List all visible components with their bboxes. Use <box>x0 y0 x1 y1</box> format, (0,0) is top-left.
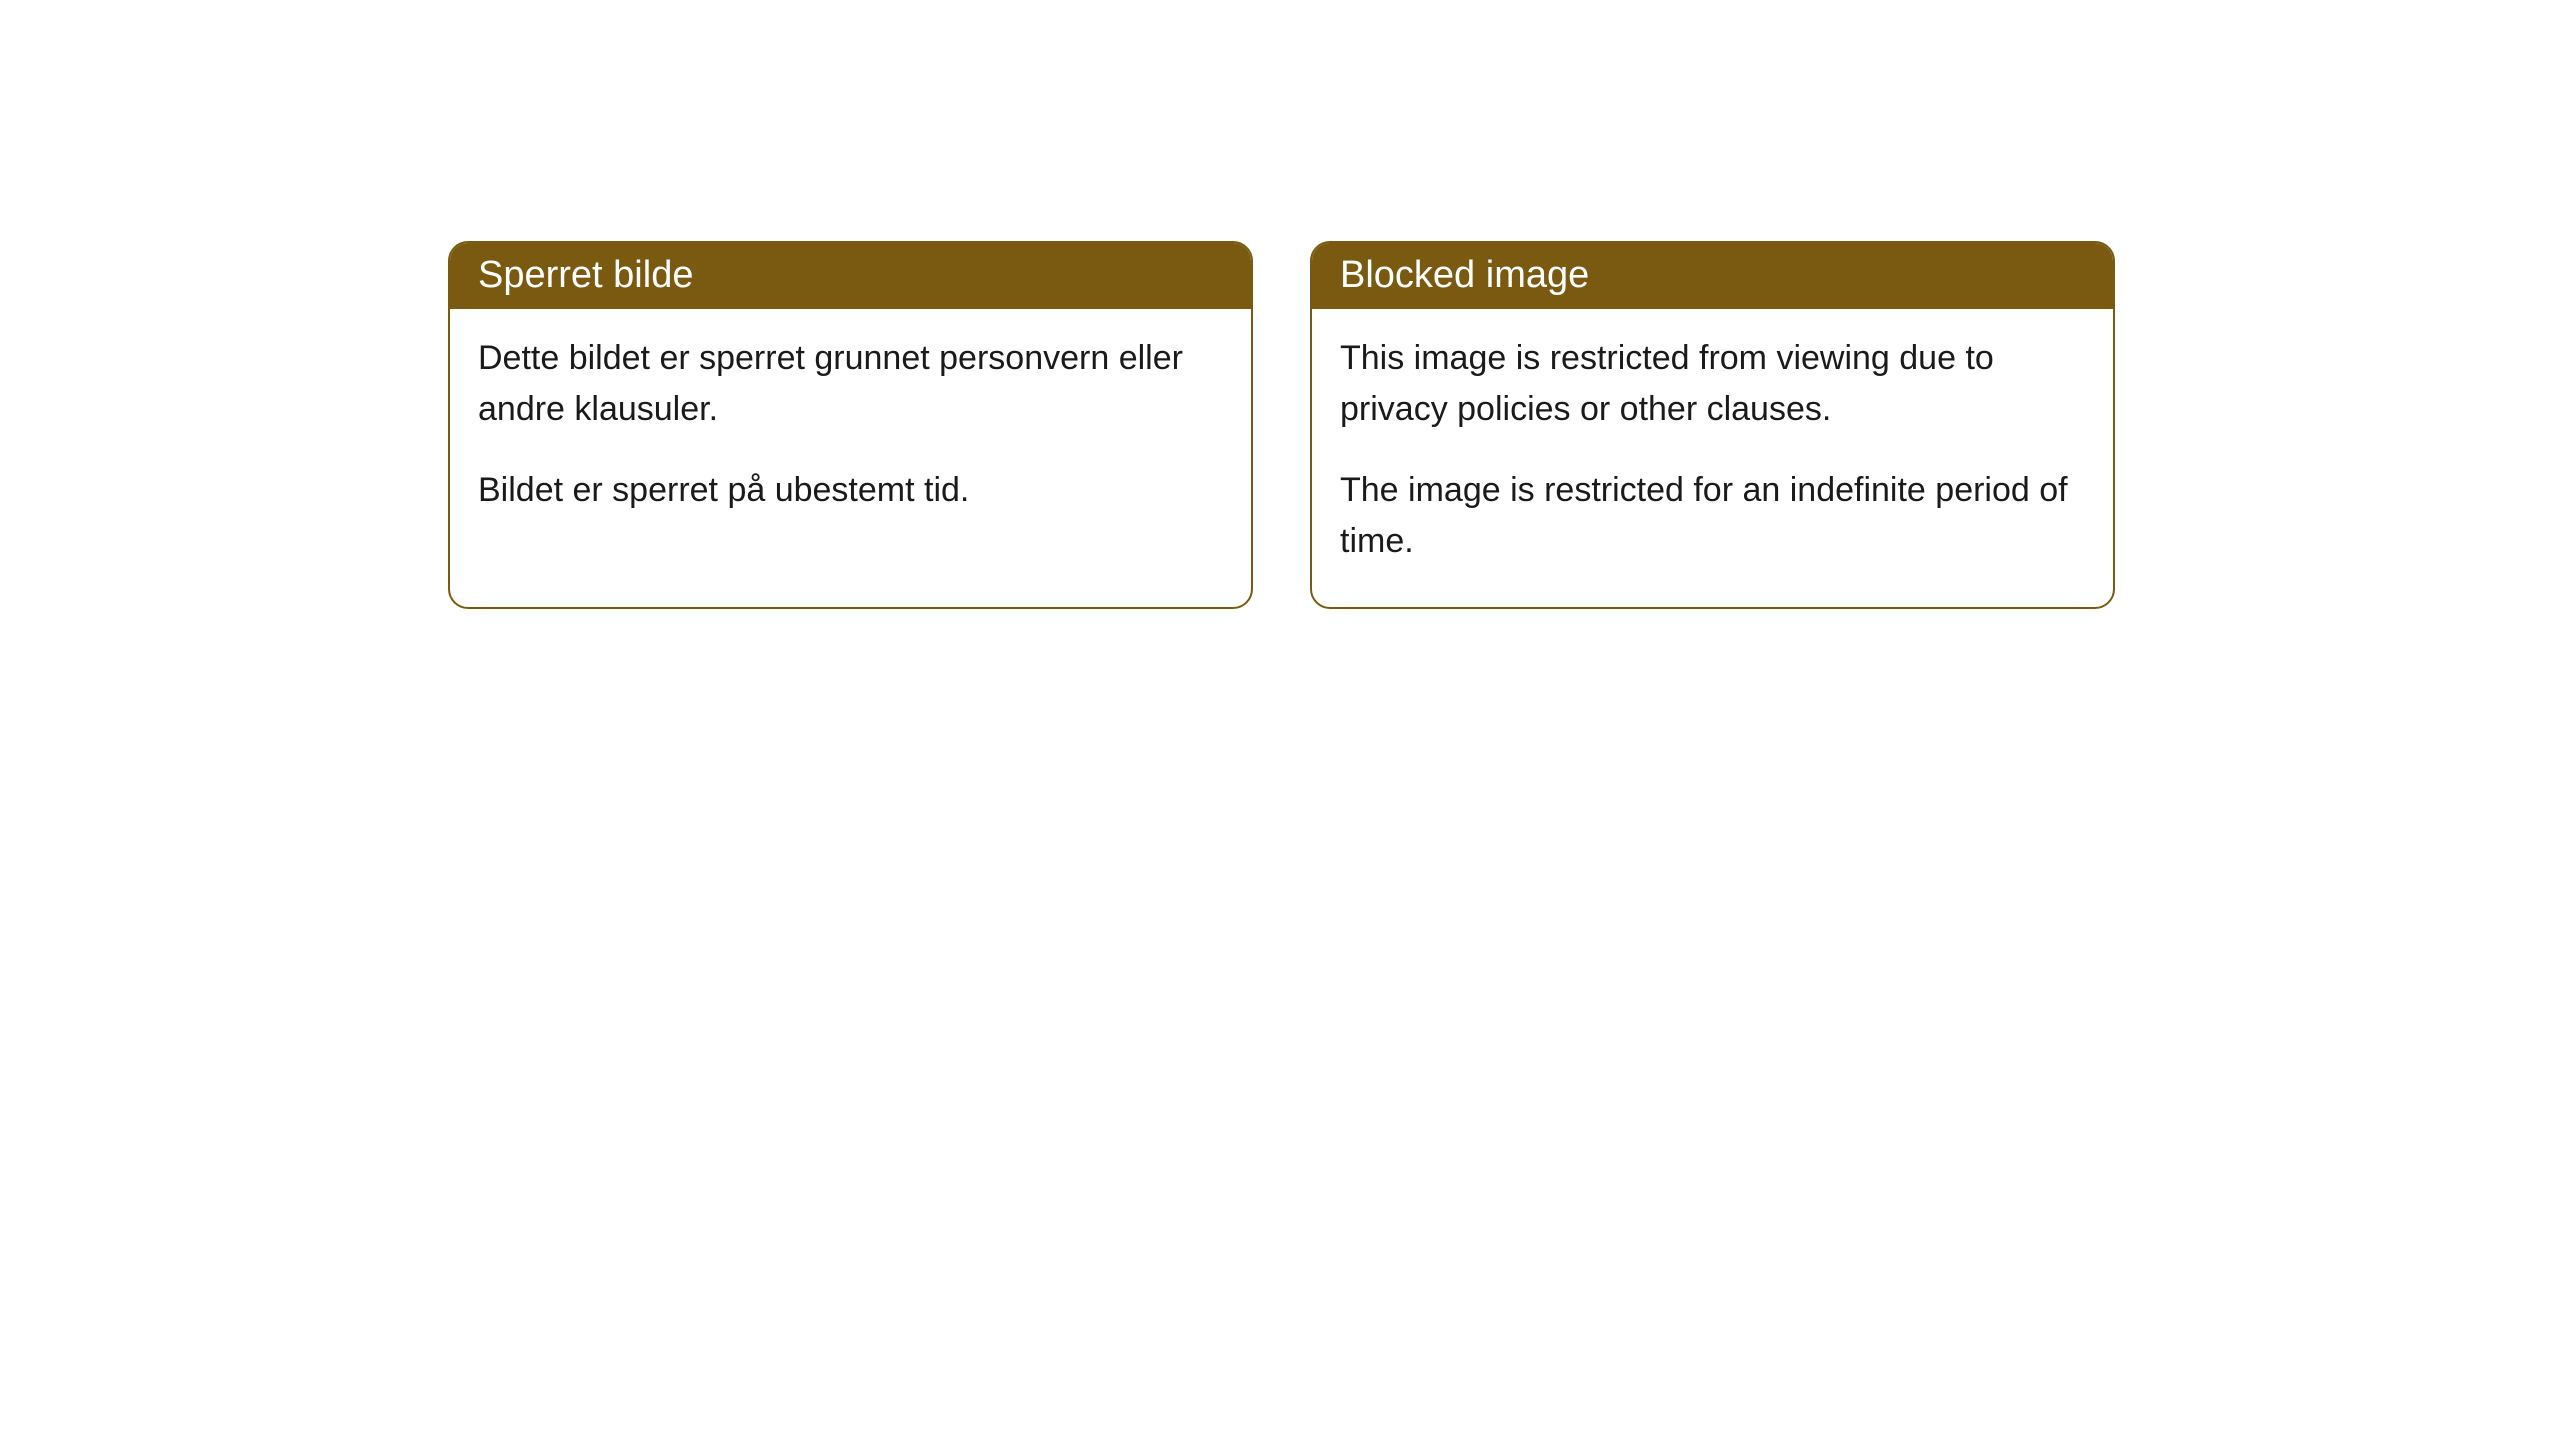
card-title: Sperret bilde <box>478 254 693 296</box>
card-header: Blocked image <box>1312 243 2113 309</box>
card-body: This image is restricted from viewing du… <box>1312 309 2113 607</box>
card-title: Blocked image <box>1340 254 1589 296</box>
card-body-text: The image is restricted for an indefinit… <box>1340 465 2085 567</box>
card-body-text: Bildet er sperret på ubestemt tid. <box>478 465 1223 516</box>
card-body: Dette bildet er sperret grunnet personve… <box>450 309 1251 556</box>
notice-cards-container: Sperret bilde Dette bildet er sperret gr… <box>448 241 2115 609</box>
notice-card-norwegian: Sperret bilde Dette bildet er sperret gr… <box>448 241 1253 609</box>
card-header: Sperret bilde <box>450 243 1251 309</box>
notice-card-english: Blocked image This image is restricted f… <box>1310 241 2115 609</box>
card-body-text: Dette bildet er sperret grunnet personve… <box>478 333 1223 435</box>
card-body-text: This image is restricted from viewing du… <box>1340 333 2085 435</box>
